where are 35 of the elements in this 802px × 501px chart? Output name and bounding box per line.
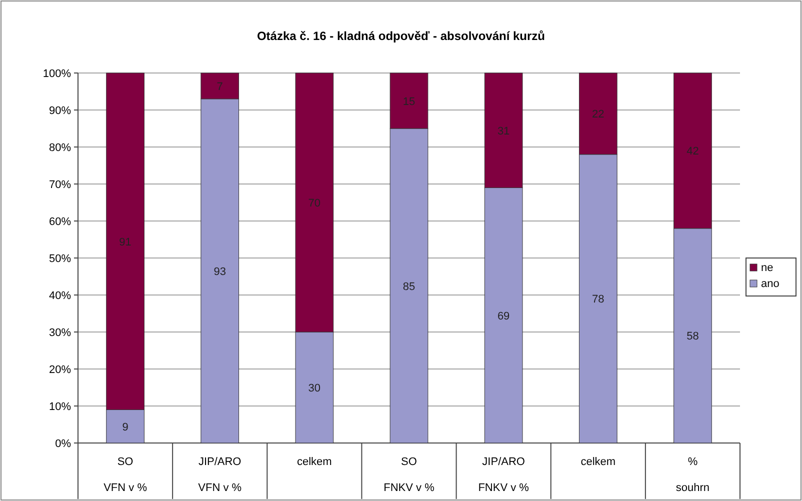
data-label: 31 xyxy=(497,125,510,138)
y-tick-label: 40% xyxy=(48,290,72,302)
chart-title: Otázka č. 16 - kladná odpověď - absolvování kurzů xyxy=(256,29,546,43)
legend-label: ano xyxy=(761,278,780,290)
y-tick-label: 100% xyxy=(42,68,72,80)
data-label: 69 xyxy=(497,310,510,322)
data-label: 22 xyxy=(592,108,604,121)
data-label: 9 xyxy=(122,421,128,434)
category-label: SO FNKV v % xyxy=(384,456,434,494)
x-tick-label: celkem xyxy=(297,456,332,468)
data-label: 58 xyxy=(686,330,699,343)
data-label: 42 xyxy=(686,146,699,158)
y-tick-label: 90% xyxy=(48,105,72,117)
data-label: 91 xyxy=(119,236,132,248)
y-tick-label: 50% xyxy=(48,253,72,265)
y-tick-label: 70% xyxy=(48,179,72,191)
y-tick-label: 10% xyxy=(48,401,72,413)
x-tick-label: celkem xyxy=(580,456,616,468)
data-label: 7 xyxy=(216,80,223,93)
category-label: % souhrn xyxy=(676,456,710,494)
data-label: 15 xyxy=(402,96,416,108)
data-label: 30 xyxy=(308,382,321,394)
legend-label: ne xyxy=(761,262,774,274)
y-tick-label: 20% xyxy=(48,364,72,376)
data-label: 85 xyxy=(402,280,416,293)
category-label: JIP/ARO VFN v % xyxy=(198,456,242,494)
data-label: 70 xyxy=(308,198,321,210)
category-label: SO VFN v % xyxy=(104,456,147,494)
category-label: JIP/ARO FNKV v % xyxy=(478,456,529,494)
y-tick-label: 0% xyxy=(55,438,72,450)
data-label: 78 xyxy=(592,294,604,306)
data-label: 93 xyxy=(214,266,226,278)
y-tick-label: 30% xyxy=(48,327,72,339)
y-tick-label: 60% xyxy=(48,216,72,228)
y-tick-label: 80% xyxy=(48,142,72,154)
